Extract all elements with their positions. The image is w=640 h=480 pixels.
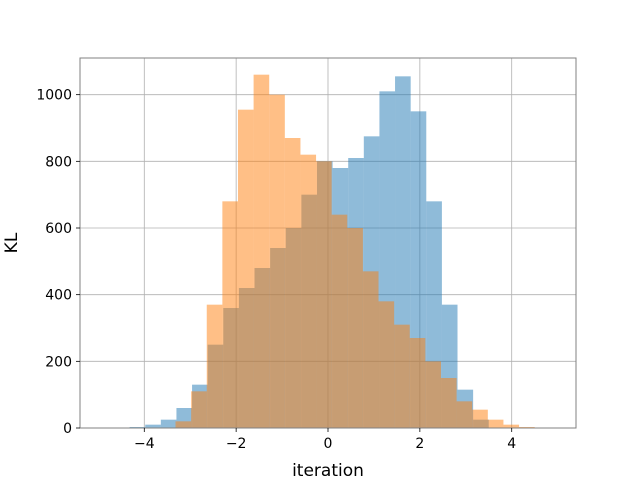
axis-ticks: −4 −2 0 2 4 0 200 400 600 800 1000 <box>36 88 516 452</box>
y-axis-label: KL <box>2 232 22 253</box>
histogram-bar-series-1 <box>145 424 161 428</box>
histogram-bar-series-2 <box>191 391 207 428</box>
histogram-bar-series-2 <box>347 228 363 428</box>
histogram-bar-series-2 <box>269 94 285 429</box>
x-tick-label: 0 <box>324 436 333 452</box>
x-tick-label: −2 <box>226 436 247 452</box>
y-tick-label: 800 <box>45 154 72 170</box>
histogram-bar-series-2 <box>222 201 238 428</box>
histogram-bar-series-2 <box>425 361 441 428</box>
y-tick-label: 200 <box>45 354 72 370</box>
histogram-bar-series-2 <box>316 161 332 429</box>
histogram-bar-series-2 <box>456 401 473 428</box>
y-tick-label: 0 <box>63 421 72 437</box>
histogram-bar-series-2 <box>378 301 395 428</box>
histogram-bar-series-2 <box>331 214 348 428</box>
x-tick-label: −4 <box>134 436 155 452</box>
x-tick-label: 4 <box>507 436 516 452</box>
histogram-bar-series-2 <box>362 271 379 428</box>
histogram-bar-series-2 <box>472 409 488 428</box>
histogram-bar-series-2 <box>284 138 301 428</box>
histogram-bar-series-2 <box>175 421 192 428</box>
histogram-bar-series-2 <box>487 419 504 428</box>
histogram-bars <box>129 74 535 429</box>
histogram-bar-series-2 <box>300 154 317 428</box>
histogram-bar-series-1 <box>160 419 177 428</box>
histogram-bar-series-2 <box>409 338 426 428</box>
y-tick-label: 600 <box>45 221 72 237</box>
histogram-bar-series-2 <box>237 109 254 429</box>
x-axis-label: iteration <box>292 461 364 480</box>
histogram-bar-series-2 <box>253 74 270 429</box>
histogram-bar-series-2 <box>503 424 520 428</box>
y-tick-label: 400 <box>45 288 72 304</box>
x-tick-label: 2 <box>415 436 424 452</box>
histogram-bar-series-2 <box>440 378 457 428</box>
histogram-bar-series-2 <box>394 324 410 428</box>
y-tick-label: 1000 <box>36 88 72 104</box>
histogram-bar-series-2 <box>206 304 223 428</box>
